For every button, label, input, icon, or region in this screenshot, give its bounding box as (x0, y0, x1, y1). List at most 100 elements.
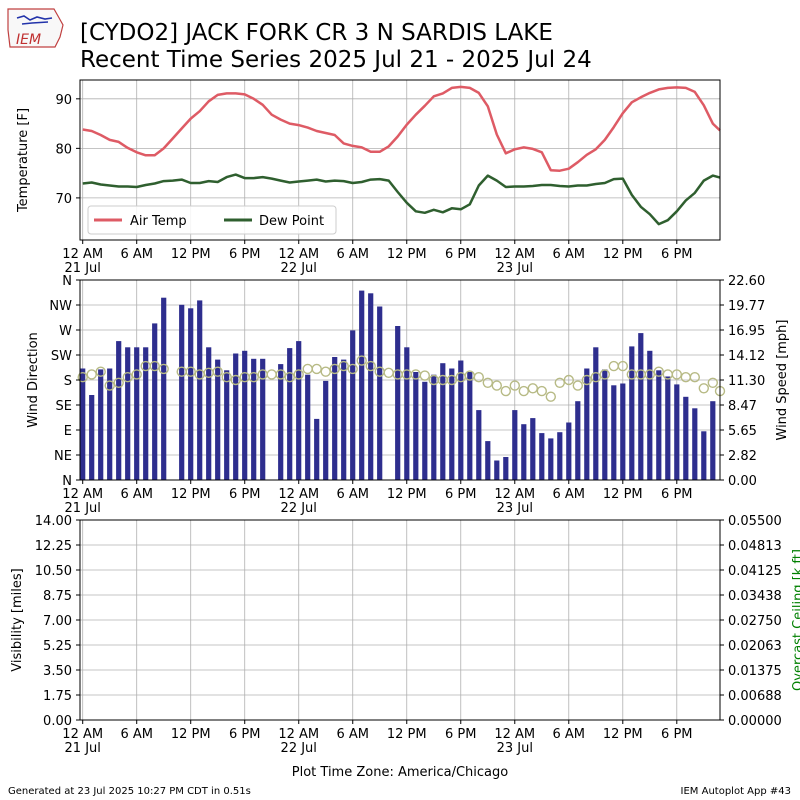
footer-generated: Generated at 23 Jul 2025 10:27 PM CDT in… (8, 786, 251, 797)
wind-speed-bar (512, 410, 518, 480)
temperature-y-tick-label: 80 (55, 142, 72, 157)
temperature-x-tick-label: 6 AM (120, 247, 153, 262)
wind-speed-bar (287, 348, 293, 480)
wind-speed-bar (683, 396, 689, 480)
wind-speed-bar (134, 347, 140, 480)
wind-speed-bar (557, 432, 563, 480)
air-temp-line (82, 85, 721, 172)
wind-speed-bar (224, 370, 230, 480)
visibility-grid (80, 519, 720, 721)
temperature-x-tick-label: 12 PM (171, 247, 211, 262)
visibility-y-tick-label: 8.75 (43, 589, 72, 604)
wind-x-tick-label: 12 PM (387, 487, 427, 502)
temperature-plot-frame (79, 79, 721, 241)
wind-direction-point (365, 360, 376, 372)
wind-direction-point (473, 372, 484, 383)
wind-direction-tick-label: W (59, 324, 72, 339)
wind-direction-point (536, 385, 547, 397)
wind-speed-bar (665, 376, 671, 480)
wind-speed-bar (125, 347, 131, 480)
visibility-x-tick-label: 12 PM (171, 727, 211, 742)
wind-speed-bar (107, 368, 113, 480)
wind-speed-tick-label: 5.65 (728, 424, 757, 439)
wind-speed-bar (341, 359, 347, 480)
wind-speed-bar (161, 297, 167, 480)
wind-direction-point (86, 369, 97, 380)
wind-direction-tick-label: N (62, 274, 72, 289)
wind-speed-bar (440, 363, 446, 480)
ceiling-y-tick-label: 0.05500 (728, 514, 782, 529)
wind-x-tick-label: 12 PM (603, 487, 643, 502)
wind-direction-point (95, 366, 106, 377)
wind-direction-point (347, 363, 358, 375)
wind-x-ticks: 12 AM 6 AM 12 PM 6 PM 12 AM 6 AM 12 PM 6 PM 12 A… (62, 480, 693, 516)
wind-speed-label: Wind Speed [mph] (775, 320, 790, 441)
visibility-x-date-label: 21 Jul (65, 741, 101, 756)
wind-x-date-label: 23 Jul (497, 501, 533, 516)
wind-direction-point (671, 369, 682, 380)
temperature-series (82, 85, 721, 226)
wind-direction-point (221, 372, 232, 383)
wind-speed-tick-label: 2.82 (728, 449, 757, 464)
wind-speed-bar (503, 457, 509, 480)
wind-x-tick-label: 12 AM (278, 487, 319, 502)
ceiling-y-tick-label: 0.02063 (728, 639, 782, 654)
wind-direction-point (311, 363, 322, 375)
visibility-y-tick-label: 0.00 (43, 714, 72, 729)
wind-direction-point (329, 363, 340, 375)
visibility-y-tick-label: 7.00 (43, 614, 72, 629)
wind-direction-label: Wind Direction (26, 332, 41, 428)
wind-speed-bar (656, 370, 662, 480)
visibility-y-tick-label: 3.50 (43, 664, 72, 679)
wind-direction-point (122, 372, 133, 383)
wind-direction-point (158, 363, 169, 375)
wind-speed-bar (566, 422, 572, 480)
wind-direction-point (77, 372, 88, 383)
wind-x-tick-label: 6 AM (120, 487, 153, 502)
wind-speed-bar (152, 323, 158, 480)
visibility-y-tick-label: 12.25 (35, 539, 72, 554)
wind-speed-bar (431, 374, 437, 480)
temperature-x-ticks: 12 AM 6 AM 12 PM 6 PM 12 AM 6 AM 12 PM 6 PM 12 A… (62, 240, 693, 276)
ceiling-y-ticks: 0.00000 0.00688 0.01375 0.02063 0.02750 0.034… (720, 514, 782, 729)
ceiling-y-tick-label: 0.00000 (728, 714, 782, 729)
wind-speed-bar (530, 418, 536, 480)
wind-direction-point (446, 374, 457, 386)
legend-label-dew-point: Dew Point (259, 214, 324, 229)
wind-direction-point (644, 369, 655, 380)
visibility-x-tick-label: 12 AM (494, 727, 535, 742)
wind-speed-tick-label: 19.77 (728, 299, 765, 314)
wind-speed-bar (476, 410, 482, 480)
wind-speed-bar (404, 347, 410, 480)
temperature-x-tick-label: 12 AM (278, 247, 319, 262)
wind-direction-point (302, 363, 313, 375)
legend-label-air-temp: Air Temp (130, 214, 187, 229)
wind-speed-bar (305, 374, 311, 480)
wind-speed-bar (548, 438, 554, 480)
wind-speed-bar (422, 381, 428, 480)
visibility-x-tick-label: 12 PM (603, 727, 643, 742)
wind-direction-point (590, 372, 601, 383)
wind-direction-point (509, 380, 520, 391)
wind-speed-bar (251, 358, 257, 480)
wind-direction-point (275, 369, 286, 380)
temperature-x-date-label: 22 Jul (281, 261, 317, 276)
wind-speed-bar (314, 418, 320, 480)
wind-x-tick-label: 6 PM (661, 487, 692, 502)
wind-speed-bar (197, 300, 203, 480)
visibility-x-tick-label: 6 AM (553, 727, 586, 742)
x-axis-label: Plot Time Zone: America/Chicago (292, 765, 508, 780)
wind-direction-point (599, 369, 610, 380)
ceiling-y-tick-label: 0.04125 (728, 564, 782, 579)
temperature-y-tick-label: 70 (55, 192, 72, 207)
wind-direction-point (356, 355, 367, 366)
wind-x-tick-label: 6 AM (336, 487, 369, 502)
wind-direction-tick-label: SW (51, 349, 72, 364)
ceiling-y-tick-label: 0.00688 (728, 689, 782, 704)
wind-speed-bar (620, 383, 626, 480)
wind-direction-markers (77, 355, 726, 402)
wind-speed-bar (602, 369, 608, 480)
temperature-x-tick-label: 12 AM (62, 247, 103, 262)
ceiling-y-label: Overcast Ceiling [k ft] (791, 549, 800, 691)
